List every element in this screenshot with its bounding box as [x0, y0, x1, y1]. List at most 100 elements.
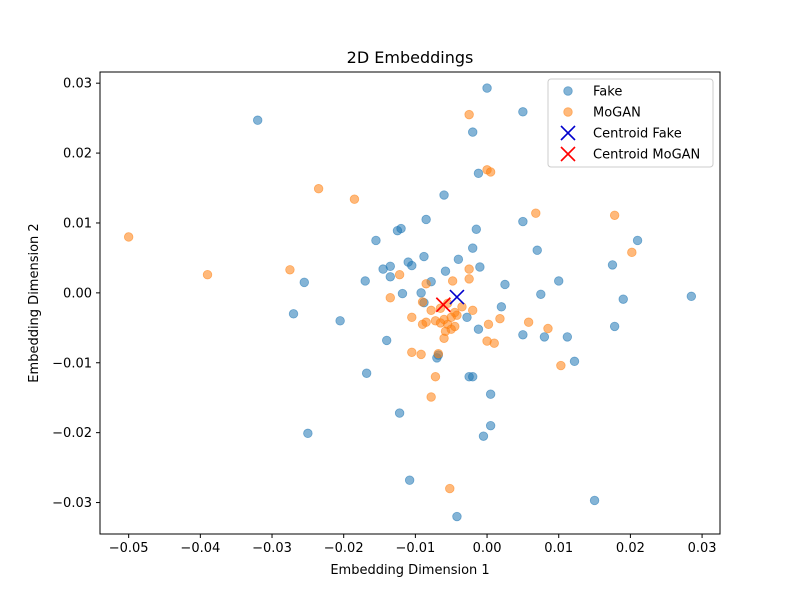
x-axis-ticks: −0.05 −0.04 −0.03 −0.02 −0.01 0.00 0.01 0.02 0.0… [109, 534, 717, 556]
fake-point [562, 332, 573, 342]
fake-point [471, 224, 482, 234]
mogan-point [407, 312, 417, 323]
legend-mogan-marker [563, 107, 573, 117]
y-tick-label: 0.03 [63, 77, 92, 92]
mogan-point [426, 305, 436, 316]
fake-point [392, 225, 403, 236]
x-tick-label: −0.03 [252, 541, 292, 556]
fake-point [382, 335, 392, 346]
fake-point [371, 235, 381, 246]
y-tick-label: −0.02 [52, 426, 92, 441]
fake-point [288, 309, 299, 319]
mogan-point [439, 333, 449, 343]
fake-point [421, 214, 431, 225]
fake-point [440, 266, 451, 276]
y-tick-label: 0.01 [63, 216, 92, 231]
fake-point [475, 262, 485, 272]
legend-fake-label: Fake [593, 85, 622, 100]
mogan-point [531, 208, 541, 218]
fake-point [335, 316, 345, 326]
x-tick-label: −0.01 [395, 541, 435, 556]
centroid-mogan-marker [435, 297, 451, 313]
x-tick-label: 0.02 [616, 541, 645, 556]
fake-point [485, 420, 496, 431]
x-tick-label: 0.00 [473, 541, 502, 556]
fake-point [299, 277, 309, 288]
fake-point [407, 260, 417, 271]
fake-point [462, 312, 472, 323]
fake-point [518, 330, 528, 340]
y-tick-label: 0.00 [63, 286, 92, 301]
fake-point [397, 288, 408, 299]
fake-point [473, 168, 484, 179]
mogan-point [489, 338, 499, 348]
fake-point [468, 127, 478, 137]
mogan-point [543, 323, 553, 334]
mogan-point [202, 269, 213, 280]
mogan-point [435, 318, 446, 328]
mogan-point [407, 347, 417, 357]
mogan-point [426, 392, 436, 402]
mogan-point [445, 483, 455, 494]
mogan-point [464, 274, 474, 284]
plot-frame [99, 71, 721, 535]
mogan-point [349, 194, 360, 204]
mogan-point [417, 297, 428, 307]
data-points [123, 83, 697, 522]
legend-centroid-mogan-label: Centroid MoGAN [593, 148, 700, 163]
legend: Fake MoGAN Centroid Fake Centroid MoGAN [547, 78, 714, 168]
mogan-point [313, 184, 324, 194]
legend-centroid-mogan-marker [560, 146, 576, 162]
fake-point [518, 107, 528, 117]
x-tick-label: 0.03 [688, 541, 717, 556]
fake-point [554, 276, 564, 286]
fake-point [303, 428, 313, 439]
y-axis-ticks: −0.03 −0.02 −0.01 0.00 0.01 0.02 0.03 [52, 77, 100, 511]
fake-point [360, 276, 370, 286]
fake-point [385, 261, 395, 272]
mogan-point [417, 319, 428, 330]
fake-point [468, 372, 478, 382]
mogan-point [442, 298, 453, 309]
fake-point [385, 272, 395, 282]
x-axis-label: Embedding Dimension 1 [330, 563, 489, 578]
legend-box [547, 78, 714, 168]
x-tick-label: −0.02 [324, 541, 364, 556]
chart-title: 2D Embeddings [347, 48, 474, 67]
mogan-point [433, 348, 444, 359]
mogan-point [416, 349, 426, 360]
fake-point [500, 279, 510, 290]
fake-point [468, 243, 478, 253]
mogan-point [123, 232, 134, 242]
mogan-point [609, 210, 620, 220]
fake-point [618, 294, 628, 304]
fake-point [361, 368, 372, 378]
x-tick-label: −0.05 [109, 541, 149, 556]
y-tick-label: −0.01 [52, 356, 92, 371]
fake-point [252, 115, 263, 125]
fake-point [482, 83, 492, 93]
x-tick-label: −0.04 [180, 541, 220, 556]
mogan-point [457, 302, 467, 312]
fake-point [532, 245, 542, 255]
legend-centroid-fake-label: Centroid Fake [593, 127, 682, 142]
fake-point [496, 302, 507, 312]
fake-point [419, 251, 429, 262]
fake-point [473, 324, 484, 334]
mogan-point [495, 314, 505, 324]
mogan-point [464, 109, 474, 120]
mogan-point [430, 372, 441, 382]
mogan-point [421, 279, 431, 289]
mogan-point [523, 317, 534, 327]
mogan-point [464, 264, 474, 274]
mogan-point [627, 247, 637, 258]
fake-point [686, 291, 697, 302]
fake-point [439, 190, 449, 200]
fake-point [607, 260, 618, 270]
legend-centroid-fake-marker [560, 125, 576, 141]
fake-point [394, 408, 405, 418]
x-tick-label: 0.01 [544, 541, 573, 556]
mogan-point [556, 360, 566, 371]
fake-point [478, 431, 489, 441]
